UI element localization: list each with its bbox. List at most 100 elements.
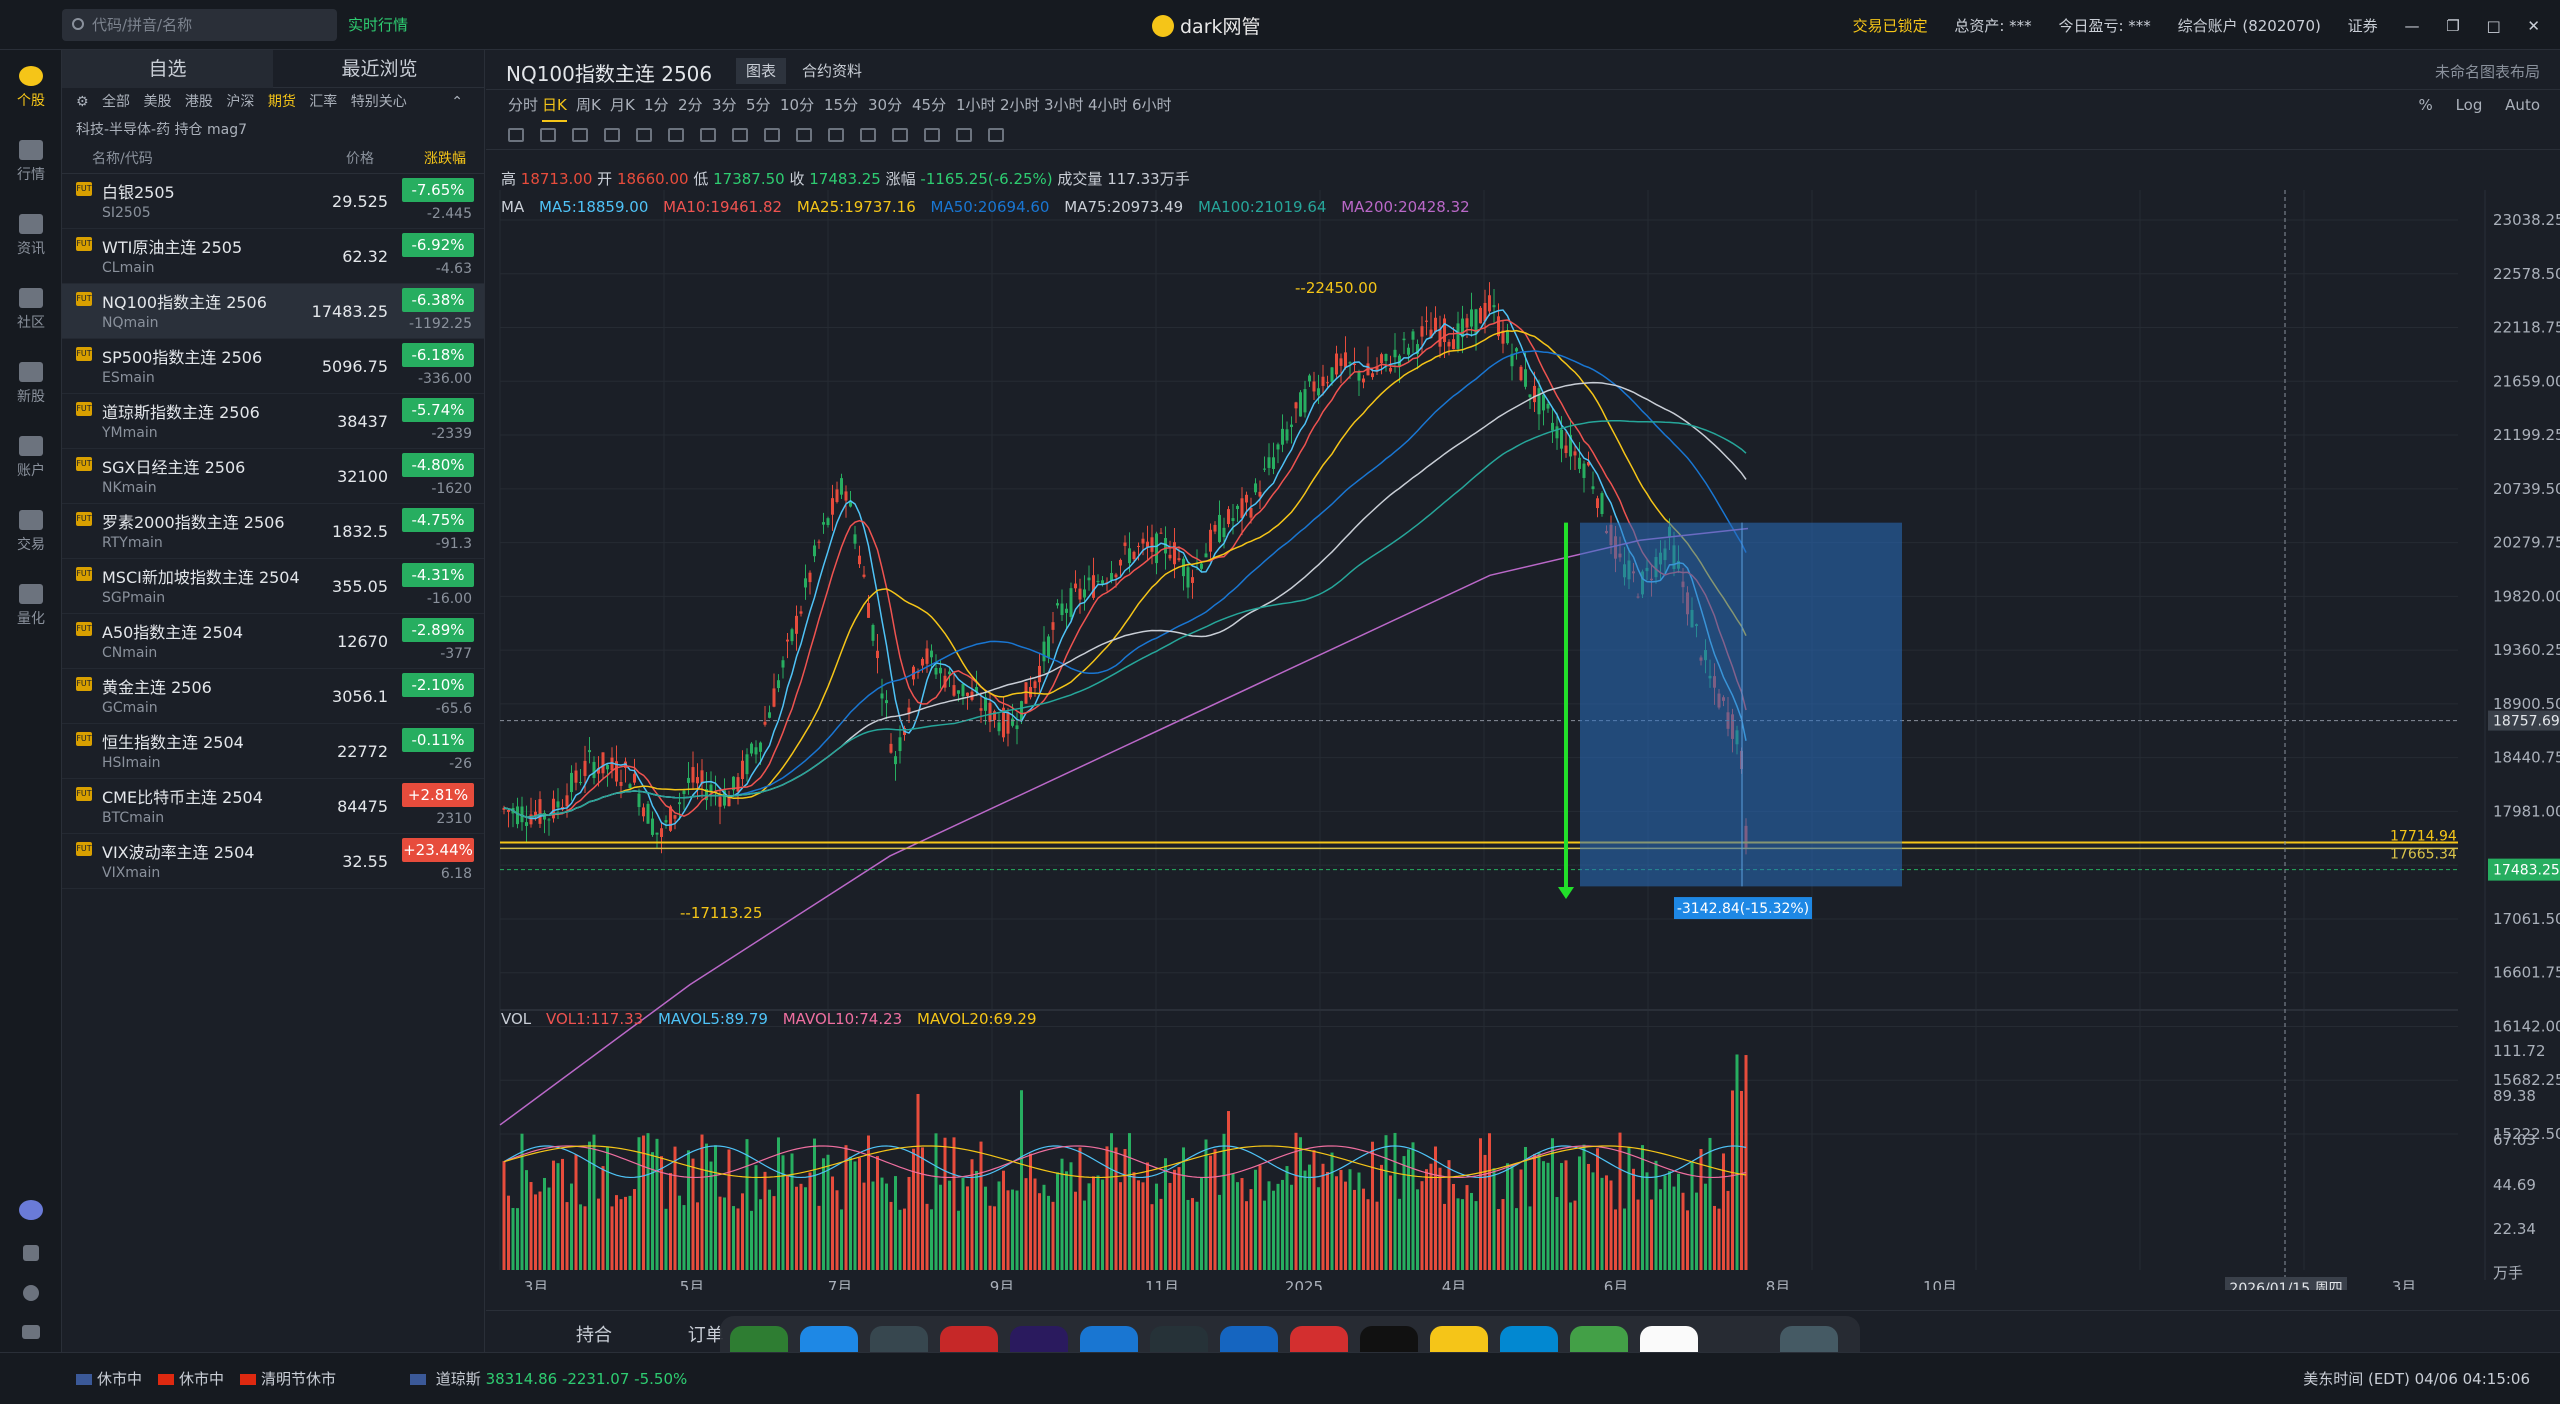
tab-holdings[interactable]: 持合 bbox=[576, 1325, 612, 1346]
draw-tool-icon[interactable] bbox=[604, 128, 620, 142]
draw-tool-icon[interactable] bbox=[956, 128, 972, 142]
draw-tool-icon[interactable] bbox=[764, 128, 780, 142]
nav-news[interactable]: 资讯 bbox=[0, 214, 62, 258]
scale-percent[interactable]: % bbox=[2418, 96, 2433, 114]
realtime-quote-link[interactable]: 实时行情 bbox=[348, 16, 409, 34]
volume-bar bbox=[898, 1209, 902, 1270]
nav-market[interactable]: 行情 bbox=[0, 140, 62, 184]
draw-tool-icon[interactable] bbox=[636, 128, 652, 142]
nav-quant[interactable]: 量化 bbox=[0, 584, 62, 628]
nav-grid[interactable] bbox=[0, 1245, 62, 1265]
period-15[interactable]: 4小时 bbox=[1088, 96, 1128, 114]
filter-futures[interactable]: 期货 bbox=[267, 94, 296, 110]
watchlist-row[interactable]: FUT 恒生指数主连 2504 HSImain 22772 -0.11% -26 bbox=[62, 724, 484, 779]
nav-community[interactable]: 社区 bbox=[0, 288, 62, 332]
draw-tool-icon[interactable] bbox=[668, 128, 684, 142]
watchlist-row[interactable]: FUT MSCI新加坡指数主连 2504 SGPmain 355.05 -4.31% -1… bbox=[62, 559, 484, 614]
period-2[interactable]: 周K bbox=[576, 96, 601, 114]
minimize-icon[interactable]: — bbox=[2404, 17, 2420, 35]
period-16[interactable]: 6小时 bbox=[1132, 96, 1172, 114]
draw-tool-icon[interactable] bbox=[988, 128, 1004, 142]
volume-bar bbox=[1645, 1172, 1649, 1270]
watchlist-row[interactable]: FUT CME比特币主连 2504 BTCmain 84475 +2.81% 2310 bbox=[62, 779, 484, 834]
trade-lock-button[interactable]: 交易已锁定 bbox=[1852, 17, 1928, 35]
dji-ticker[interactable]: 道琼斯 38314.86 -2231.07 -5.50% bbox=[410, 1353, 687, 1404]
tab-orders[interactable]: 订单 bbox=[687, 1325, 724, 1346]
watchlist-row[interactable]: FUT 白银2505 SI2505 29.525 -7.65% -2.445 bbox=[62, 174, 484, 229]
watchlist-row[interactable]: FUT VIX波动率主连 2504 VIXmain 32.55 +23.44% 6.18 bbox=[62, 834, 484, 889]
period-0[interactable]: 分时 bbox=[508, 96, 539, 114]
watchlist-row[interactable]: FUT 罗素2000指数主连 2506 RTYmain 1832.5 -4.75% -91… bbox=[62, 504, 484, 559]
draw-tool-icon[interactable] bbox=[796, 128, 812, 142]
filter-settings-icon[interactable]: ⚙ bbox=[76, 94, 89, 110]
scale-log[interactable]: Log bbox=[2455, 96, 2483, 114]
draw-tool-icon[interactable] bbox=[860, 128, 876, 142]
account-select[interactable]: 综合账户 (8202070) bbox=[2177, 17, 2321, 35]
volume-bar bbox=[1227, 1111, 1230, 1270]
filter-fx[interactable]: 汇率 bbox=[309, 94, 338, 110]
close-icon[interactable]: ✕ bbox=[2527, 17, 2540, 35]
tab-chart[interactable]: 图表 bbox=[736, 58, 787, 84]
draw-tool-icon[interactable] bbox=[540, 128, 556, 142]
draw-tool-icon[interactable] bbox=[892, 128, 908, 142]
securities-select[interactable]: 证券 bbox=[2347, 17, 2378, 35]
watchlist-row[interactable]: FUT A50指数主连 2504 CNmain 12670 -2.89% -377 bbox=[62, 614, 484, 669]
watchlist-row[interactable]: FUT NQ100指数主连 2506 NQmain 17483.25 -6.38% -11… bbox=[62, 284, 484, 339]
header-price[interactable]: 价格 bbox=[346, 151, 374, 167]
restore-icon[interactable]: ❐ bbox=[2446, 17, 2460, 35]
maximize-icon[interactable]: □ bbox=[2486, 17, 2501, 35]
nav-assistant[interactable] bbox=[0, 1200, 62, 1224]
candle-body bbox=[1060, 603, 1064, 616]
filter-all[interactable]: 全部 bbox=[102, 94, 131, 110]
layout-select[interactable]: 未命名图表布局 bbox=[2434, 63, 2540, 81]
watchlist-row[interactable]: FUT WTI原油主连 2505 CLmain 62.32 -6.92% -4.63 bbox=[62, 229, 484, 284]
collapse-icon[interactable]: ⌃ bbox=[451, 94, 463, 110]
header-name[interactable]: 名称/代码 bbox=[92, 151, 153, 167]
period-3[interactable]: 月K bbox=[610, 96, 635, 114]
draw-tool-icon[interactable] bbox=[732, 128, 748, 142]
nav-trade[interactable]: 交易 bbox=[0, 510, 62, 554]
nav-ipo[interactable]: 新股 bbox=[0, 362, 62, 406]
nav-account[interactable]: 账户 bbox=[0, 436, 62, 480]
tab-contract-info[interactable]: 合约资料 bbox=[802, 62, 863, 80]
nav-messages[interactable] bbox=[0, 1325, 62, 1343]
nav-stock[interactable]: 个股 bbox=[0, 66, 62, 110]
draw-tool-icon[interactable] bbox=[828, 128, 844, 142]
filter-cn[interactable]: 沪深 bbox=[226, 94, 255, 110]
period-10[interactable]: 30分 bbox=[868, 96, 903, 114]
period-6[interactable]: 3分 bbox=[712, 96, 737, 114]
watchlist-row[interactable]: FUT SGX日经主连 2506 NKmain 32100 -4.80% -1620 bbox=[62, 449, 484, 504]
group-mag7[interactable]: mag7 bbox=[207, 122, 248, 138]
period-1[interactable]: 日K bbox=[542, 90, 567, 122]
watchlist-row[interactable]: FUT SP500指数主连 2506 ESmain 5096.75 -6.18% -336… bbox=[62, 339, 484, 394]
candlestick-chart[interactable]: 23038.25 22578.50 22118.75 21659.00 21199.25… bbox=[490, 190, 2560, 1299]
period-4[interactable]: 1分 bbox=[644, 96, 669, 114]
candle-body bbox=[952, 685, 956, 696]
draw-tool-icon[interactable] bbox=[572, 128, 588, 142]
period-8[interactable]: 10分 bbox=[780, 96, 815, 114]
search-input[interactable]: 代码/拼音/名称 bbox=[62, 9, 337, 41]
period-5[interactable]: 2分 bbox=[678, 96, 703, 114]
chart-svg[interactable]: 23038.25 22578.50 22118.75 21659.00 21199.25… bbox=[490, 190, 2560, 1299]
header-change[interactable]: 涨跌幅 bbox=[424, 151, 466, 167]
period-14[interactable]: 3小时 bbox=[1044, 96, 1084, 114]
draw-tool-icon[interactable] bbox=[508, 128, 524, 142]
group-holdings[interactable]: 持仓 bbox=[174, 122, 203, 138]
tab-recent[interactable]: 最近浏览 bbox=[341, 58, 418, 80]
watchlist-row[interactable]: FUT 黄金主连 2506 GCmain 3056.1 -2.10% -65.6 bbox=[62, 669, 484, 724]
draw-tool-icon[interactable] bbox=[700, 128, 716, 142]
nav-refresh[interactable] bbox=[0, 1285, 62, 1305]
filter-us[interactable]: 美股 bbox=[143, 94, 172, 110]
draw-tool-icon[interactable] bbox=[924, 128, 940, 142]
period-11[interactable]: 45分 bbox=[912, 96, 947, 114]
period-9[interactable]: 15分 bbox=[824, 96, 859, 114]
filter-hk[interactable]: 港股 bbox=[184, 94, 213, 110]
scale-auto[interactable]: Auto bbox=[2505, 96, 2540, 114]
filter-special[interactable]: 特别关心 bbox=[350, 94, 407, 110]
watchlist-row[interactable]: FUT 道琼斯指数主连 2506 YMmain 38437 -5.74% -2339 bbox=[62, 394, 484, 449]
period-13[interactable]: 2小时 bbox=[1000, 96, 1040, 114]
tab-watchlist[interactable]: 自选 bbox=[62, 50, 273, 88]
group-tech[interactable]: 科技-半导体-药 bbox=[76, 122, 171, 138]
period-12[interactable]: 1小时 bbox=[956, 96, 996, 114]
period-7[interactable]: 5分 bbox=[746, 96, 771, 114]
